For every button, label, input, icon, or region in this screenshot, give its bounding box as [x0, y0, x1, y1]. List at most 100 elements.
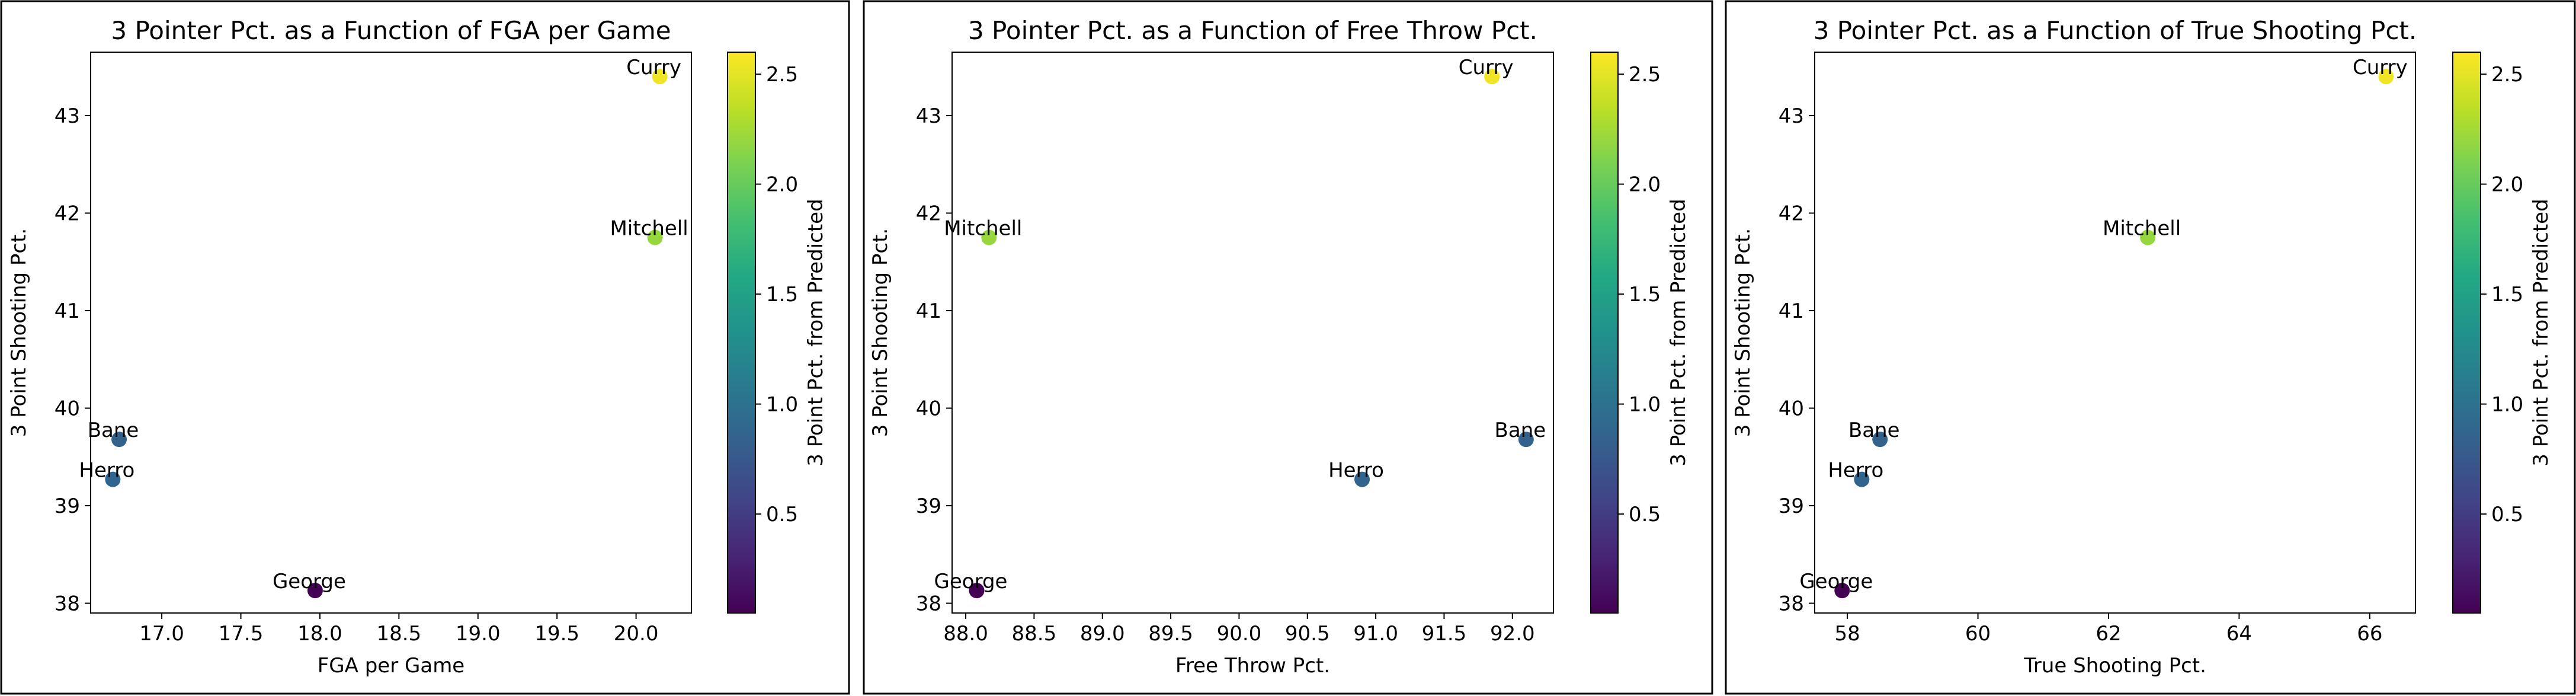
- y-tick-label: 38: [1779, 592, 1804, 616]
- x-tick-label: 19.0: [456, 622, 501, 646]
- x-tick-label: 88.0: [943, 622, 988, 646]
- x-tick-label: 62: [2096, 622, 2121, 646]
- data-point: [307, 583, 323, 599]
- x-tick-label: 17.0: [139, 622, 184, 646]
- y-tick-label: 43: [916, 104, 941, 128]
- point-label: George: [273, 570, 346, 593]
- x-axis-label: Free Throw Pct.: [1175, 654, 1330, 678]
- colorbar-tick-label: 2.5: [766, 63, 798, 87]
- colorbar-tick-label: 1.5: [2491, 283, 2523, 307]
- y-tick-label: 40: [1779, 397, 1804, 421]
- y-tick-label: 43: [55, 104, 80, 128]
- y-axis-label: 3 Point Shooting Pct.: [1731, 228, 1755, 437]
- colorbar-tick-label: 1.0: [766, 393, 798, 417]
- y-tick-label: 39: [1779, 494, 1804, 518]
- data-point: [111, 432, 127, 448]
- y-tick-label: 39: [55, 494, 80, 518]
- x-tick-label: 88.5: [1012, 622, 1057, 646]
- data-point: [105, 471, 121, 487]
- chart-title: 3 Pointer Pct. as a Function of True Sho…: [1814, 16, 2417, 45]
- colorbar-tick-label: 2.0: [766, 173, 798, 197]
- panel-border: [0, 0, 850, 695]
- y-tick-label: 41: [916, 299, 941, 323]
- x-axis-label: FGA per Game: [318, 654, 464, 678]
- point-label: Bane: [1495, 419, 1546, 442]
- data-point: [2140, 229, 2156, 245]
- chart-panel-3: 3 Pointer Pct. as a Function of True Sho…: [1725, 0, 2576, 695]
- colorbar-tick-label: 2.5: [1629, 63, 1661, 87]
- colorbar: [1590, 52, 1619, 614]
- colorbar-tick-label: 1.5: [766, 283, 798, 307]
- point-label: Herro: [79, 459, 134, 483]
- y-axis-label: 3 Point Shooting Pct.: [869, 228, 892, 437]
- data-point: [1872, 432, 1888, 448]
- chart-title: 3 Pointer Pct. as a Function of FGA per …: [111, 16, 671, 45]
- x-tick-label: 18.0: [297, 622, 342, 646]
- colorbar-tick-label: 0.5: [766, 503, 798, 526]
- y-tick-label: 41: [55, 299, 80, 323]
- y-tick-label: 42: [55, 202, 80, 225]
- point-label: Mitchell: [944, 217, 1022, 241]
- point-label: George: [1799, 570, 1873, 593]
- data-point: [2378, 69, 2394, 85]
- y-tick-label: 39: [916, 494, 941, 518]
- data-point: [652, 69, 668, 85]
- colorbar-tick-label: 2.0: [2491, 173, 2523, 197]
- plot-area: [90, 52, 692, 614]
- x-tick-label: 91.5: [1422, 622, 1467, 646]
- y-tick-label: 42: [916, 202, 941, 225]
- x-tick-label: 91.0: [1353, 622, 1398, 646]
- data-point: [1354, 471, 1370, 487]
- x-tick-label: 90.5: [1285, 622, 1330, 646]
- plot-area: [1814, 52, 2416, 614]
- chart-panel-1: 3 Pointer Pct. as a Function of FGA per …: [0, 0, 850, 695]
- point-label: Herro: [1828, 459, 1883, 483]
- data-point: [647, 229, 663, 245]
- x-tick-label: 89.0: [1080, 622, 1125, 646]
- data-point: [969, 583, 985, 599]
- y-tick-label: 43: [1779, 104, 1804, 128]
- x-tick-label: 18.5: [376, 622, 421, 646]
- point-label: Bane: [88, 419, 139, 442]
- x-tick-label: 92.0: [1490, 622, 1535, 646]
- panel-border: [1725, 0, 2576, 695]
- chart-title: 3 Pointer Pct. as a Function of Free Thr…: [968, 16, 1537, 45]
- y-tick-label: 40: [916, 397, 941, 421]
- colorbar: [2452, 52, 2481, 614]
- data-point: [1484, 69, 1500, 85]
- colorbar-label: 3 Point Pct. from Predicted: [804, 199, 828, 466]
- colorbar-tick-label: 0.5: [1629, 503, 1661, 526]
- y-tick-label: 41: [1779, 299, 1804, 323]
- colorbar-tick-label: 2.0: [1629, 173, 1661, 197]
- point-label: Bane: [1848, 419, 1900, 442]
- y-tick-label: 38: [55, 592, 80, 616]
- colorbar: [727, 52, 756, 614]
- colorbar-tick-label: 1.5: [1629, 283, 1661, 307]
- point-label: Herro: [1328, 459, 1384, 483]
- colorbar-label: 3 Point Pct. from Predicted: [1667, 199, 1690, 466]
- point-label: George: [934, 570, 1008, 593]
- colorbar-tick-label: 2.5: [2491, 63, 2523, 87]
- x-axis-label: True Shooting Pct.: [2023, 654, 2206, 678]
- x-tick-label: 60: [1965, 622, 1991, 646]
- data-point: [1518, 432, 1534, 448]
- point-label: Curry: [2353, 56, 2408, 79]
- data-point: [1834, 583, 1850, 599]
- x-tick-label: 90.0: [1217, 622, 1262, 646]
- data-point: [1854, 471, 1870, 487]
- plot-area: [951, 52, 1554, 614]
- x-tick-label: 20.0: [614, 622, 659, 646]
- chart-panel-2: 3 Pointer Pct. as a Function of Free Thr…: [863, 0, 1713, 695]
- point-label: Curry: [1459, 56, 1514, 79]
- colorbar-tick-label: 1.0: [1629, 393, 1661, 417]
- x-tick-label: 66: [2357, 622, 2382, 646]
- x-tick-label: 19.5: [534, 622, 579, 646]
- point-label: Mitchell: [610, 217, 688, 241]
- y-axis-label: 3 Point Shooting Pct.: [7, 228, 31, 437]
- colorbar-label: 3 Point Pct. from Predicted: [2529, 199, 2553, 466]
- panel-border: [863, 0, 1713, 695]
- colorbar-tick-label: 0.5: [2491, 503, 2523, 526]
- y-tick-label: 38: [916, 592, 941, 616]
- y-tick-label: 40: [55, 397, 80, 421]
